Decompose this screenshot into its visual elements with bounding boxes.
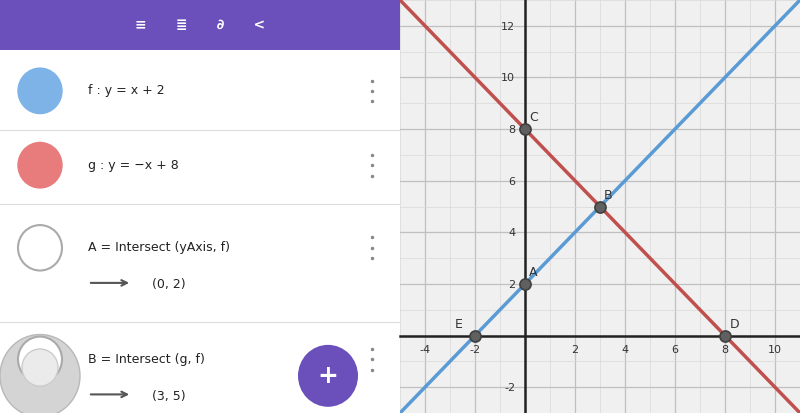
Text: A: A xyxy=(529,266,538,279)
Text: A = Intersect (yAxis, f): A = Intersect (yAxis, f) xyxy=(88,241,230,254)
Text: E: E xyxy=(455,318,463,331)
Circle shape xyxy=(18,68,62,114)
Text: (0, 2): (0, 2) xyxy=(152,278,186,292)
Circle shape xyxy=(22,349,58,386)
Text: ≡      ≣      ∂      <: ≡ ≣ ∂ < xyxy=(135,18,265,32)
Circle shape xyxy=(18,225,62,271)
Circle shape xyxy=(18,337,62,382)
Text: g : y = −x + 8: g : y = −x + 8 xyxy=(88,159,178,172)
Text: f : y = x + 2: f : y = x + 2 xyxy=(88,84,165,97)
Text: +: + xyxy=(318,364,338,388)
Circle shape xyxy=(298,345,358,407)
Text: B = Intersect (g, f): B = Intersect (g, f) xyxy=(88,353,205,366)
Circle shape xyxy=(18,142,62,188)
Bar xyxy=(0,0,400,50)
Text: D: D xyxy=(730,318,740,331)
Circle shape xyxy=(0,335,80,413)
Text: (3, 5): (3, 5) xyxy=(152,390,186,403)
Text: C: C xyxy=(529,112,538,124)
Text: B: B xyxy=(604,189,612,202)
